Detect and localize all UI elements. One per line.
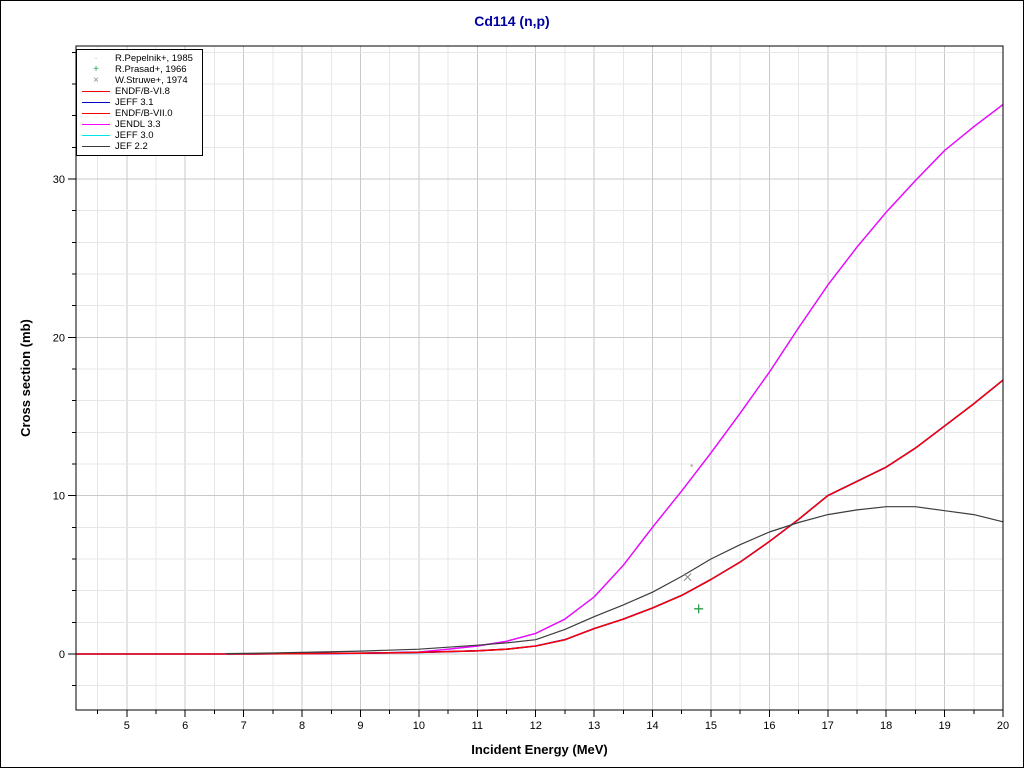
legend-item: ENDF/B-VII.0	[77, 108, 198, 119]
legend-item: ENDF/B-VI.8	[77, 86, 198, 97]
x-tick-label: 8	[299, 720, 305, 732]
x-tick-label: 15	[705, 720, 717, 732]
legend-item: · R.Pepelnik+, 1985	[77, 53, 198, 64]
legend-line-swatch-icon	[77, 124, 115, 125]
legend-item-label: ENDF/B-VI.8	[115, 86, 170, 97]
legend-x-marker-icon: ×	[93, 74, 99, 86]
series-curve-endf-b-vii-0	[76, 379, 1004, 655]
marker-r-prasad-1966	[694, 604, 704, 614]
legend-marker-cell: ×	[77, 74, 115, 86]
x-tick-label: 6	[182, 720, 188, 732]
x-tick-label: 10	[413, 720, 425, 732]
legend-item: JENDL 3.3	[77, 119, 198, 130]
legend-line-swatch-icon	[77, 146, 115, 147]
x-tick-label: 11	[472, 720, 483, 732]
legend-item: JEFF 3.0	[77, 130, 198, 141]
legend-item-label: ENDF/B-VII.0	[115, 108, 173, 119]
legend-line-icon	[82, 102, 110, 103]
legend-line-swatch-icon	[77, 135, 115, 136]
legend-item-label: JEF 2.2	[115, 141, 148, 152]
x-tick-label: 20	[997, 720, 1009, 732]
series-curve-endf-b-vi-8	[76, 379, 1004, 655]
legend-item-label: JENDL 3.3	[115, 119, 161, 130]
x-axis-label: Incident Energy (MeV)	[471, 742, 608, 757]
marker-w-struwe-1974	[683, 573, 692, 582]
legend-item: JEF 2.2	[77, 141, 198, 152]
legend-marker-cell: ·	[77, 52, 115, 64]
legend-dot-marker-icon: ·	[94, 52, 98, 64]
legend-line-icon	[82, 91, 110, 92]
legend-item-label: R.Pepelnik+, 1985	[115, 53, 193, 64]
legend-item-label: W.Struwe+, 1974	[115, 75, 188, 86]
x-tick-label: 17	[822, 720, 834, 732]
x-tick-label: 5	[124, 720, 130, 732]
x-tick-label: 13	[588, 720, 600, 732]
legend-item: × W.Struwe+, 1974	[77, 75, 198, 86]
legend: · R.Pepelnik+, 1985 + R.Prasad+, 1966 × W.Str…	[76, 49, 203, 156]
y-axis-label: Cross section (mb)	[18, 319, 33, 437]
legend-item-label: JEFF 3.0	[115, 130, 154, 141]
legend-item: JEFF 3.1	[77, 97, 198, 108]
x-tick-label: 14	[646, 720, 658, 732]
legend-item-label: R.Prasad+, 1966	[115, 64, 187, 75]
x-tick-label: 19	[938, 720, 950, 732]
legend-item-label: JEFF 3.1	[115, 97, 154, 108]
x-tick-label: 18	[880, 720, 892, 732]
legend-line-swatch-icon	[77, 91, 115, 92]
legend-line-icon	[82, 146, 110, 147]
legend-plus-marker-icon: +	[93, 63, 99, 75]
series-curve-jeff-3-1	[76, 379, 1004, 655]
x-tick-label: 16	[763, 720, 775, 732]
legend-line-swatch-icon	[77, 113, 115, 114]
legend-line-icon	[82, 113, 110, 114]
series-curve-jef-2-2	[226, 506, 1004, 655]
x-tick-label: 12	[530, 720, 542, 732]
y-tick-label: 30	[53, 174, 65, 186]
legend-line-icon	[82, 124, 110, 125]
series-curve-jendl-3-3	[302, 104, 1004, 655]
chart-title: Cd114 (n,p)	[474, 13, 550, 29]
legend-line-swatch-icon	[77, 102, 115, 103]
plot-frame	[75, 45, 1004, 711]
x-tick-label: 7	[241, 720, 247, 732]
marker-r-pepelnik-1985	[690, 464, 693, 467]
legend-marker-cell: +	[77, 63, 115, 75]
legend-line-icon	[82, 135, 110, 136]
y-tick-label: 0	[59, 649, 65, 661]
legend-item: + R.Prasad+, 1966	[77, 64, 198, 75]
x-tick-label: 9	[357, 720, 363, 732]
y-tick-label: 10	[53, 491, 65, 503]
y-tick-label: 20	[53, 332, 65, 344]
